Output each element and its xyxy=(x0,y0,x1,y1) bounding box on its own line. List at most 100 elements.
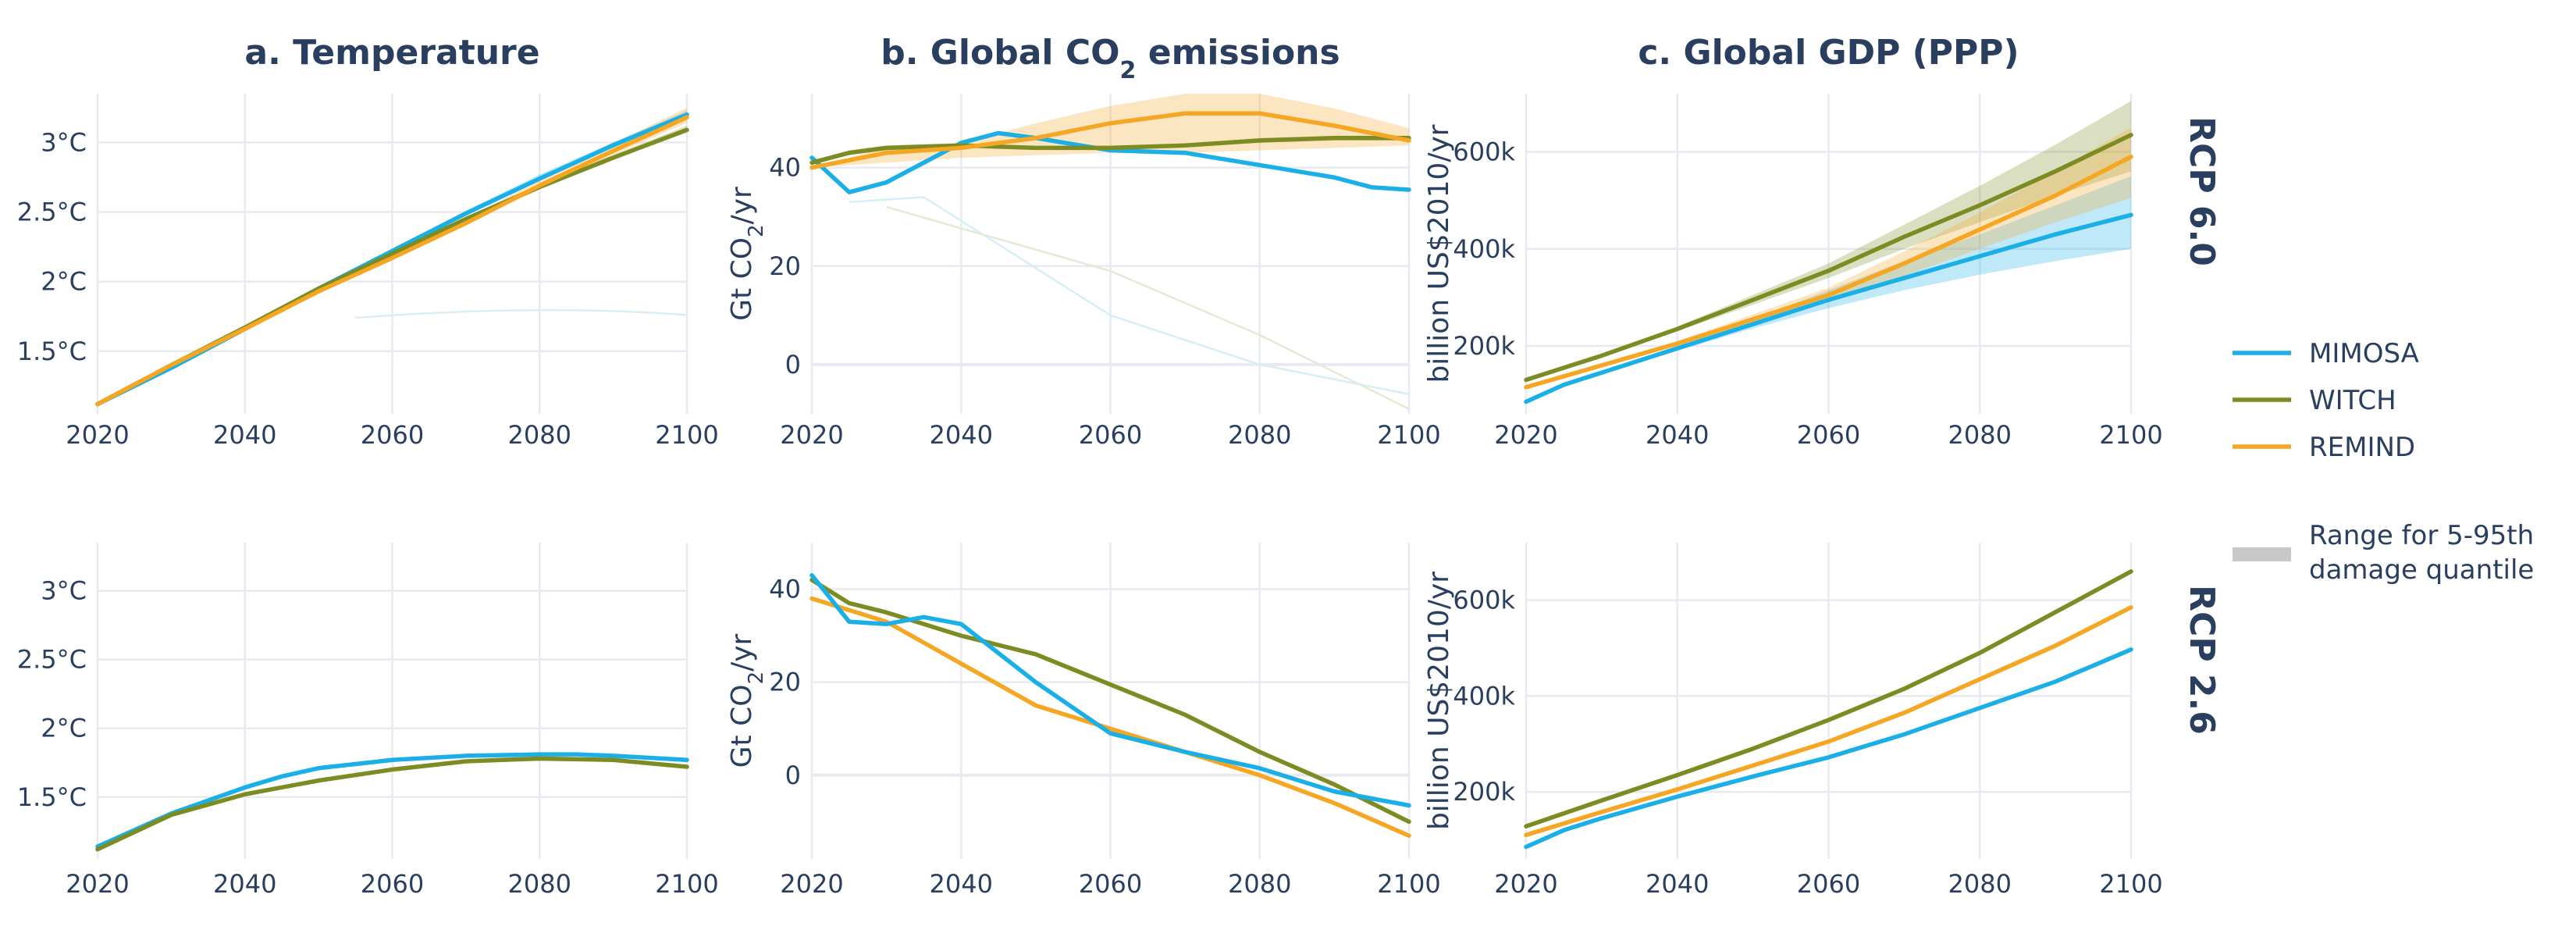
y-axis-label-subscript: 2 xyxy=(745,672,768,685)
y-axis-label-subscript: 2 xyxy=(745,224,768,237)
x-tick-label: 2060 xyxy=(361,420,424,450)
series-line-mimosa xyxy=(95,752,689,849)
y-tick-label: 3°C xyxy=(41,576,87,606)
legend-range-swatch xyxy=(2233,547,2291,561)
y-axis-label-part: Gt CO xyxy=(726,684,758,768)
series-line-mimosa xyxy=(1524,212,2133,404)
y-axis-label-part: /yr xyxy=(726,187,758,224)
legend-witch-label: WITCH xyxy=(2309,385,2396,416)
x-tick-label: 2040 xyxy=(1646,869,1709,899)
series-line-mimosa xyxy=(1524,647,2133,850)
panel-temp-rcp26: 2020 2040 2060 2080 2100 1.5°C 2°C 2.5°C 3°C xyxy=(17,543,719,899)
x-tick-label: 2060 xyxy=(1797,869,1860,899)
x-tick-label: 2100 xyxy=(655,420,718,450)
faint-trace xyxy=(849,196,1410,395)
series-line-remind xyxy=(809,111,1411,170)
legend-remind-label: REMIND xyxy=(2309,432,2415,463)
x-tick-label: 2100 xyxy=(655,869,718,899)
panel-title-subscript: 2 xyxy=(1120,57,1137,84)
legend-range-label-line2: damage quantile xyxy=(2309,554,2534,586)
y-tick-label: 3°C xyxy=(41,127,87,157)
x-tick-label: 2040 xyxy=(1646,420,1709,450)
series-line-witch xyxy=(1524,133,2133,383)
x-tick-label: 2040 xyxy=(213,869,276,899)
x-tick-label: 2040 xyxy=(930,420,993,450)
y-tick-label: 1.5°C xyxy=(17,337,87,366)
x-tick-label: 2060 xyxy=(1079,420,1142,450)
y-tick-label: 200k xyxy=(1453,331,1515,361)
x-tick-label: 2060 xyxy=(1797,420,1860,450)
x-tick-label: 2040 xyxy=(930,869,993,899)
y-tick-label: 2.5°C xyxy=(17,645,87,675)
y-tick-label: 2°C xyxy=(41,267,87,297)
series-line-witch xyxy=(809,136,1411,166)
x-tick-label: 2100 xyxy=(2099,869,2162,899)
y-axis-label-part: Gt CO xyxy=(726,237,758,321)
y-tick-label: 0 xyxy=(785,761,801,790)
y-tick-label: 40 xyxy=(769,575,801,604)
y-tick-label: 0 xyxy=(785,350,801,379)
y-tick-label: 1.5°C xyxy=(17,782,87,812)
series-line-remind xyxy=(1524,605,2133,838)
x-tick-label: 2060 xyxy=(1079,869,1142,899)
y-tick-label: 400k xyxy=(1453,681,1515,711)
x-tick-label: 2060 xyxy=(361,869,424,899)
x-tick-label: 2080 xyxy=(1948,420,2012,450)
row-label-rcp60: RCP 6.0 xyxy=(2182,116,2222,266)
panel-title: c. Global GDP (PPP) xyxy=(1638,33,2019,73)
y-tick-label: 40 xyxy=(769,153,801,183)
row-label-rcp26: RCP 2.6 xyxy=(2182,585,2222,735)
x-tick-label: 2080 xyxy=(1228,420,1291,450)
x-tick-label: 2080 xyxy=(1948,869,2012,899)
row-labels-layer: RCP 6.0 RCP 2.6 xyxy=(2182,116,2222,735)
faint-trace xyxy=(355,308,688,319)
y-axis-label: billion US$2010/yr xyxy=(1423,124,1455,383)
x-tick-label: 2020 xyxy=(66,420,129,450)
y-axis-label: billion US$2010/yr xyxy=(1423,572,1455,830)
legend-range-label: Range for 5-95th damage quantile xyxy=(2309,520,2542,586)
x-tick-label: 2020 xyxy=(1494,869,1557,899)
series-line-remind xyxy=(1524,155,2133,390)
legend-mimosa-label: MIMOSA xyxy=(2309,338,2419,369)
x-tick-label: 2040 xyxy=(213,420,276,450)
y-tick-label: 600k xyxy=(1453,586,1515,615)
panel-title: a. Temperature xyxy=(244,33,539,73)
x-tick-label: 2080 xyxy=(508,420,571,450)
x-tick-label: 2080 xyxy=(508,869,571,899)
y-tick-label: 20 xyxy=(769,668,801,697)
series-line-witch xyxy=(95,756,689,852)
panel-title-part: emissions xyxy=(1136,33,1340,73)
series-line-witch xyxy=(1524,569,2133,829)
legend-range-label-line1: Range for 5-95th xyxy=(2309,520,2534,551)
x-tick-label: 2100 xyxy=(2099,420,2162,450)
panel-gdp-rcp26: 2020 2040 2060 2080 2100 200k 400k 600kbillion … xyxy=(1423,543,2163,899)
x-tick-label: 2100 xyxy=(1377,420,1440,450)
x-tick-label: 2100 xyxy=(1377,869,1440,899)
y-tick-label: 200k xyxy=(1453,777,1515,807)
y-tick-label: 2°C xyxy=(41,714,87,743)
y-tick-label: 2.5°C xyxy=(17,198,87,227)
y-axis-label: Gt CO2/yr xyxy=(726,187,768,321)
x-tick-label: 2020 xyxy=(1494,420,1557,450)
panel-title-part: b. Global CO xyxy=(881,33,1119,73)
panel-title: b. Global CO2 emissions xyxy=(881,33,1340,84)
series-line-remind xyxy=(95,115,689,407)
series-line-remind xyxy=(809,596,1411,838)
series-line-witch xyxy=(809,577,1411,825)
panel-gdp-rcp60: 2020 2040 2060 2080 2100 200k 400k 600k c. Globa… xyxy=(1423,33,2163,450)
x-tick-label: 2020 xyxy=(780,869,843,899)
y-tick-label: 400k xyxy=(1453,234,1515,264)
y-tick-label: 20 xyxy=(769,251,801,281)
y-axis-label-part: /yr xyxy=(726,633,758,671)
y-axis-label: Gt CO2/yr xyxy=(726,633,768,768)
series-line-mimosa xyxy=(809,572,1411,808)
faint-trace xyxy=(886,205,1410,410)
y-tick-label: 600k xyxy=(1453,137,1515,167)
panel-temp-rcp60: 2020 2040 2060 2080 2100 1.5°C 2°C 2.5°C 3°C a. T… xyxy=(17,33,719,450)
legend: MIMOSA WITCH REMIND Range for 5-95th dam… xyxy=(2233,338,2542,586)
x-tick-label: 2020 xyxy=(780,420,843,450)
